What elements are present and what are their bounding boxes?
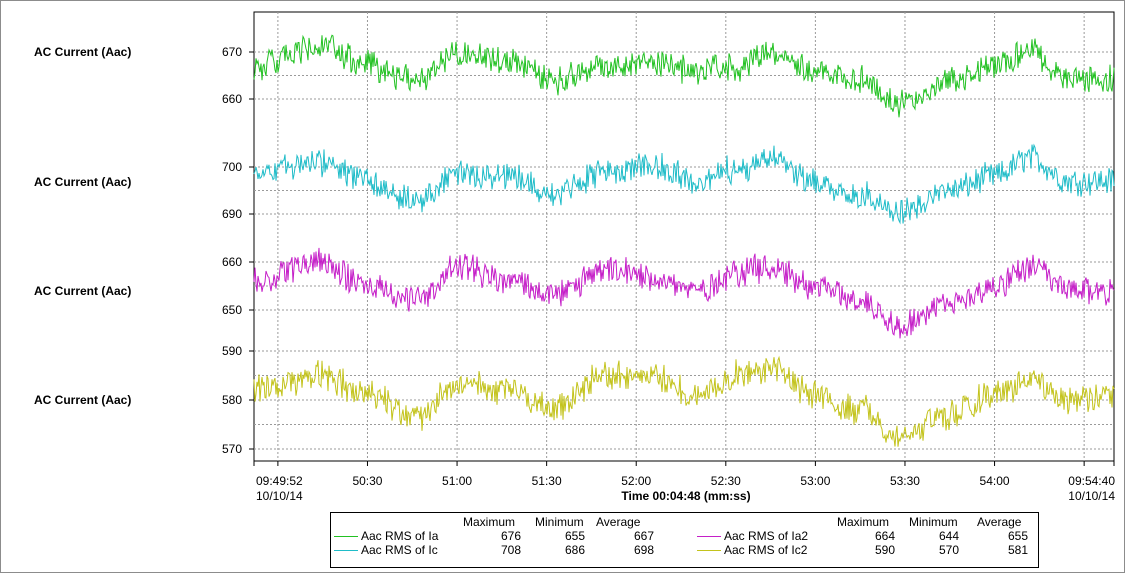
legend-max: 676 [501, 529, 522, 543]
y-tick-label: 690 [222, 207, 242, 221]
legend-avg: 655 [1008, 529, 1029, 543]
legend-item[interactable]: Aac RMS of Ic 708 686 698 [331, 543, 681, 557]
x-axis-title: Time 00:04:48 (mm:ss) [621, 489, 750, 503]
x-tick-label: 54:00 [980, 474, 1010, 488]
series-line [253, 143, 1115, 225]
legend-avg: 667 [634, 529, 655, 543]
legend: Maximum Minimum Average Maximum Minimum … [330, 512, 1039, 568]
x-start-date: 10/10/14 [256, 489, 303, 503]
legend-item[interactable]: Aac RMS of Ic2 590 570 581 [331, 543, 1040, 557]
plot-area [253, 11, 1115, 462]
legend-header-min: Minimum [535, 515, 584, 529]
legend-max: 590 [875, 543, 896, 557]
legend-series-name: Aac RMS of Ia2 [724, 529, 809, 543]
y-tick-label: 590 [222, 344, 242, 358]
series-line [253, 34, 1115, 118]
legend-series-name: Aac RMS of Ic2 [724, 543, 808, 557]
x-tick-label: 52:00 [621, 474, 651, 488]
legend-min: 644 [939, 529, 960, 543]
y-tick-label: 660 [222, 255, 242, 269]
y-tick-label: 670 [222, 45, 242, 59]
legend-header-max: Maximum [463, 515, 516, 529]
legend-swatch [697, 536, 721, 537]
legend-min: 655 [565, 529, 586, 543]
legend-swatch [697, 550, 721, 551]
legend-item[interactable]: Aac RMS of Ia 676 655 667 [331, 529, 681, 543]
x-end-time: 09:54:40 [1068, 474, 1115, 488]
x-tick-label: 52:30 [711, 474, 741, 488]
y-axis-label: AC Current (Aac) [34, 175, 131, 189]
legend-max: 708 [501, 543, 522, 557]
x-end-date: 10/10/14 [1068, 489, 1115, 503]
x-tick-label: 50:30 [352, 474, 382, 488]
legend-header-max: Maximum [837, 515, 890, 529]
y-tick-label: 570 [222, 442, 242, 456]
y-axis-label: AC Current (Aac) [34, 45, 131, 59]
legend-item[interactable]: Aac RMS of Ia2 664 644 655 [331, 529, 1040, 543]
x-tick-label: 51:00 [442, 474, 472, 488]
legend-swatch [334, 550, 358, 551]
chart-plot: 50:30 51:00 51:30 52:00 52:30 53:00 53:30 54:00… [34, 11, 1115, 503]
x-tick-label: 53:00 [800, 474, 830, 488]
legend-header-avg: Average [596, 515, 641, 529]
legend-avg: 698 [634, 543, 655, 557]
legend-series-name: Aac RMS of Ia [361, 529, 439, 543]
y-tick-label: 650 [222, 303, 242, 317]
x-start-time: 09:49:52 [256, 474, 303, 488]
series-line [253, 355, 1115, 447]
legend-avg: 581 [1008, 543, 1029, 557]
legend-header-min: Minimum [909, 515, 958, 529]
series-line [253, 247, 1115, 339]
y-tick-label: 580 [222, 393, 242, 407]
y-axis-label: AC Current (Aac) [34, 284, 131, 298]
legend-series-name: Aac RMS of Ic [361, 543, 438, 557]
legend-header-avg: Average [977, 515, 1022, 529]
legend-min: 686 [565, 543, 586, 557]
y-tick-label: 700 [222, 160, 242, 174]
x-tick-label: 53:30 [890, 474, 920, 488]
legend-max: 664 [875, 529, 896, 543]
x-tick-label: 51:30 [532, 474, 562, 488]
y-axis-label: AC Current (Aac) [34, 393, 131, 407]
legend-min: 570 [939, 543, 960, 557]
legend-swatch [334, 536, 358, 537]
y-tick-label: 660 [222, 92, 242, 106]
